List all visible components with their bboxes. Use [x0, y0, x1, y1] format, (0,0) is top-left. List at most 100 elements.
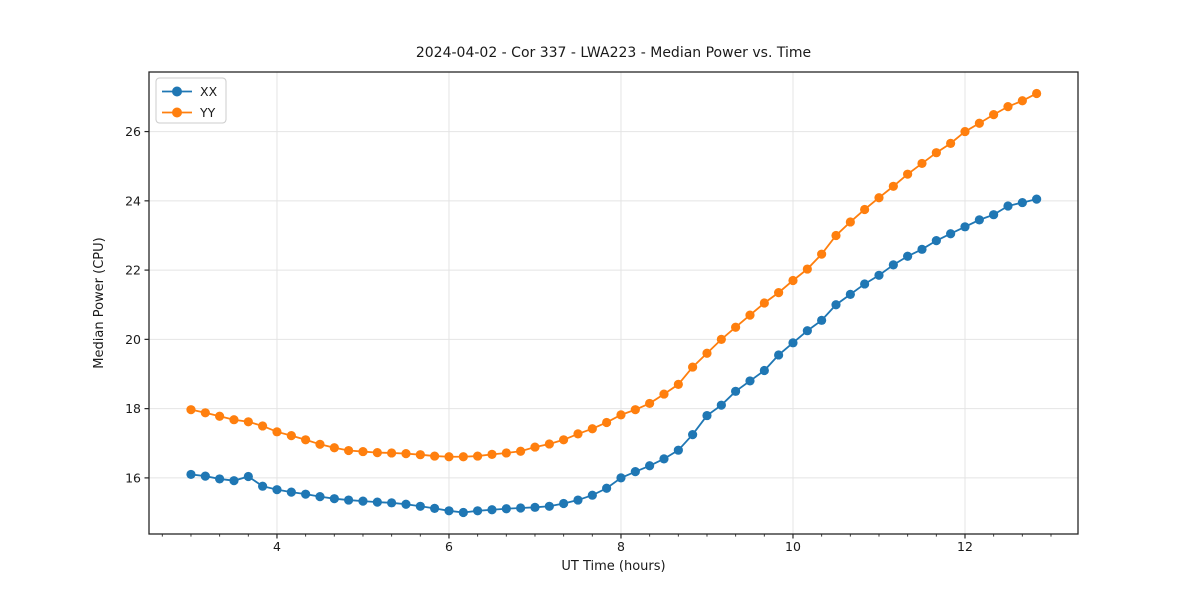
series-xx-marker	[673, 445, 683, 455]
series-xx-marker	[774, 350, 784, 360]
series-xx-marker	[387, 498, 397, 508]
series-xx-marker	[1032, 194, 1042, 204]
series-yy-marker	[888, 181, 898, 191]
series-layer	[186, 88, 1042, 518]
series-yy-marker	[974, 118, 984, 128]
series-yy-marker	[802, 264, 812, 274]
series-yy-marker	[759, 298, 769, 308]
series-yy-marker	[1003, 102, 1013, 112]
series-xx-marker	[616, 473, 626, 483]
series-yy-marker	[401, 449, 411, 459]
series-xx-marker	[215, 474, 225, 484]
x-axis-label: UT Time (hours)	[561, 559, 665, 574]
series-yy-marker	[989, 110, 999, 120]
series-xx-marker	[559, 498, 569, 509]
series-yy-marker	[286, 431, 296, 441]
legend-label-yy: YY	[199, 105, 216, 120]
series-yy-marker	[229, 415, 239, 425]
y-tick-label: 24	[125, 193, 141, 208]
series-yy-marker	[587, 424, 597, 434]
series-xx-marker	[831, 300, 841, 310]
series-xx-marker	[845, 289, 855, 299]
series-yy-marker	[444, 452, 454, 462]
series-xx-marker	[802, 326, 812, 336]
legend-label-xx: XX	[200, 84, 218, 99]
series-yy-marker	[731, 322, 741, 332]
series-xx-marker	[200, 471, 210, 481]
legend-marker-xx	[172, 86, 182, 97]
series-yy-marker	[716, 334, 726, 344]
series-xx-marker	[544, 501, 554, 511]
series-xx-marker	[974, 215, 984, 225]
y-tick-label: 20	[125, 332, 141, 347]
series-yy-marker	[946, 138, 956, 148]
chart-title: 2024-04-02 - Cor 337 - LWA223 - Median P…	[416, 45, 811, 61]
series-xx-marker	[688, 430, 698, 440]
series-yy-marker	[272, 427, 282, 437]
series-yy-marker	[831, 230, 841, 241]
series-yy-marker	[544, 439, 554, 449]
series-yy-line	[190, 92, 1038, 458]
series-yy-marker	[329, 443, 339, 453]
series-xx-marker	[473, 506, 483, 516]
series-xx-marker	[903, 251, 913, 261]
grid-layer	[149, 72, 1078, 534]
series-yy-marker	[817, 249, 827, 259]
series-yy-marker	[344, 445, 354, 456]
series-xx-marker	[731, 386, 741, 396]
y-tick-label: 22	[125, 263, 141, 278]
series-yy-marker	[673, 379, 683, 389]
series-xx-marker	[329, 494, 339, 504]
x-tick-label: 8	[617, 539, 625, 554]
series-yy-marker	[186, 405, 196, 415]
series-xx-marker	[487, 505, 497, 515]
series-yy-marker	[774, 288, 784, 298]
series-xx-marker	[430, 503, 440, 513]
series-yy-marker	[501, 448, 511, 458]
series-xx-marker	[1003, 201, 1013, 211]
series-yy-marker	[659, 389, 669, 399]
series-xx-marker	[258, 481, 268, 491]
series-xx-marker	[530, 502, 540, 512]
series-xx-marker	[989, 210, 999, 220]
series-yy-marker	[516, 446, 526, 456]
series-xx-marker	[917, 244, 927, 254]
series-xx-marker	[186, 469, 196, 480]
plot-frame	[148, 71, 1079, 535]
x-tick-label: 6	[445, 539, 453, 554]
series-xx-marker	[344, 495, 354, 505]
series-yy-marker	[573, 429, 583, 439]
series-xx-marker	[645, 461, 655, 471]
series-yy-marker	[387, 448, 397, 458]
series-xx-marker	[516, 503, 526, 513]
series-yy-marker	[616, 410, 626, 420]
series-xx-marker	[358, 496, 368, 506]
series-yy-marker	[315, 439, 325, 449]
series-yy-marker	[630, 405, 640, 415]
series-xx-marker	[702, 410, 712, 421]
tick-layer: 4 6 8 10 12 16 18 20 22 24 26	[125, 124, 1052, 554]
series-yy-marker	[215, 411, 225, 421]
series-xx-marker	[960, 222, 970, 232]
series-xx-marker	[415, 501, 425, 511]
series-yy-marker	[200, 408, 210, 418]
y-tick-label: 16	[125, 470, 141, 485]
series-xx-marker	[659, 454, 669, 464]
frame-layer	[148, 71, 1079, 535]
series-xx-marker	[716, 400, 726, 410]
series-yy-marker	[458, 452, 468, 462]
series-xx-marker	[401, 499, 411, 509]
series-xx-marker	[745, 376, 755, 386]
series-xx-marker	[229, 476, 239, 486]
series-xx-marker	[874, 270, 884, 280]
series-xx-marker	[272, 485, 282, 495]
series-yy-marker	[530, 442, 540, 452]
x-tick-label: 10	[785, 539, 801, 554]
series-xx-marker	[860, 279, 870, 289]
series-xx-marker	[888, 260, 898, 270]
series-yy-marker	[917, 158, 927, 169]
y-tick-label: 18	[125, 401, 141, 416]
series-xx-marker	[630, 467, 640, 477]
